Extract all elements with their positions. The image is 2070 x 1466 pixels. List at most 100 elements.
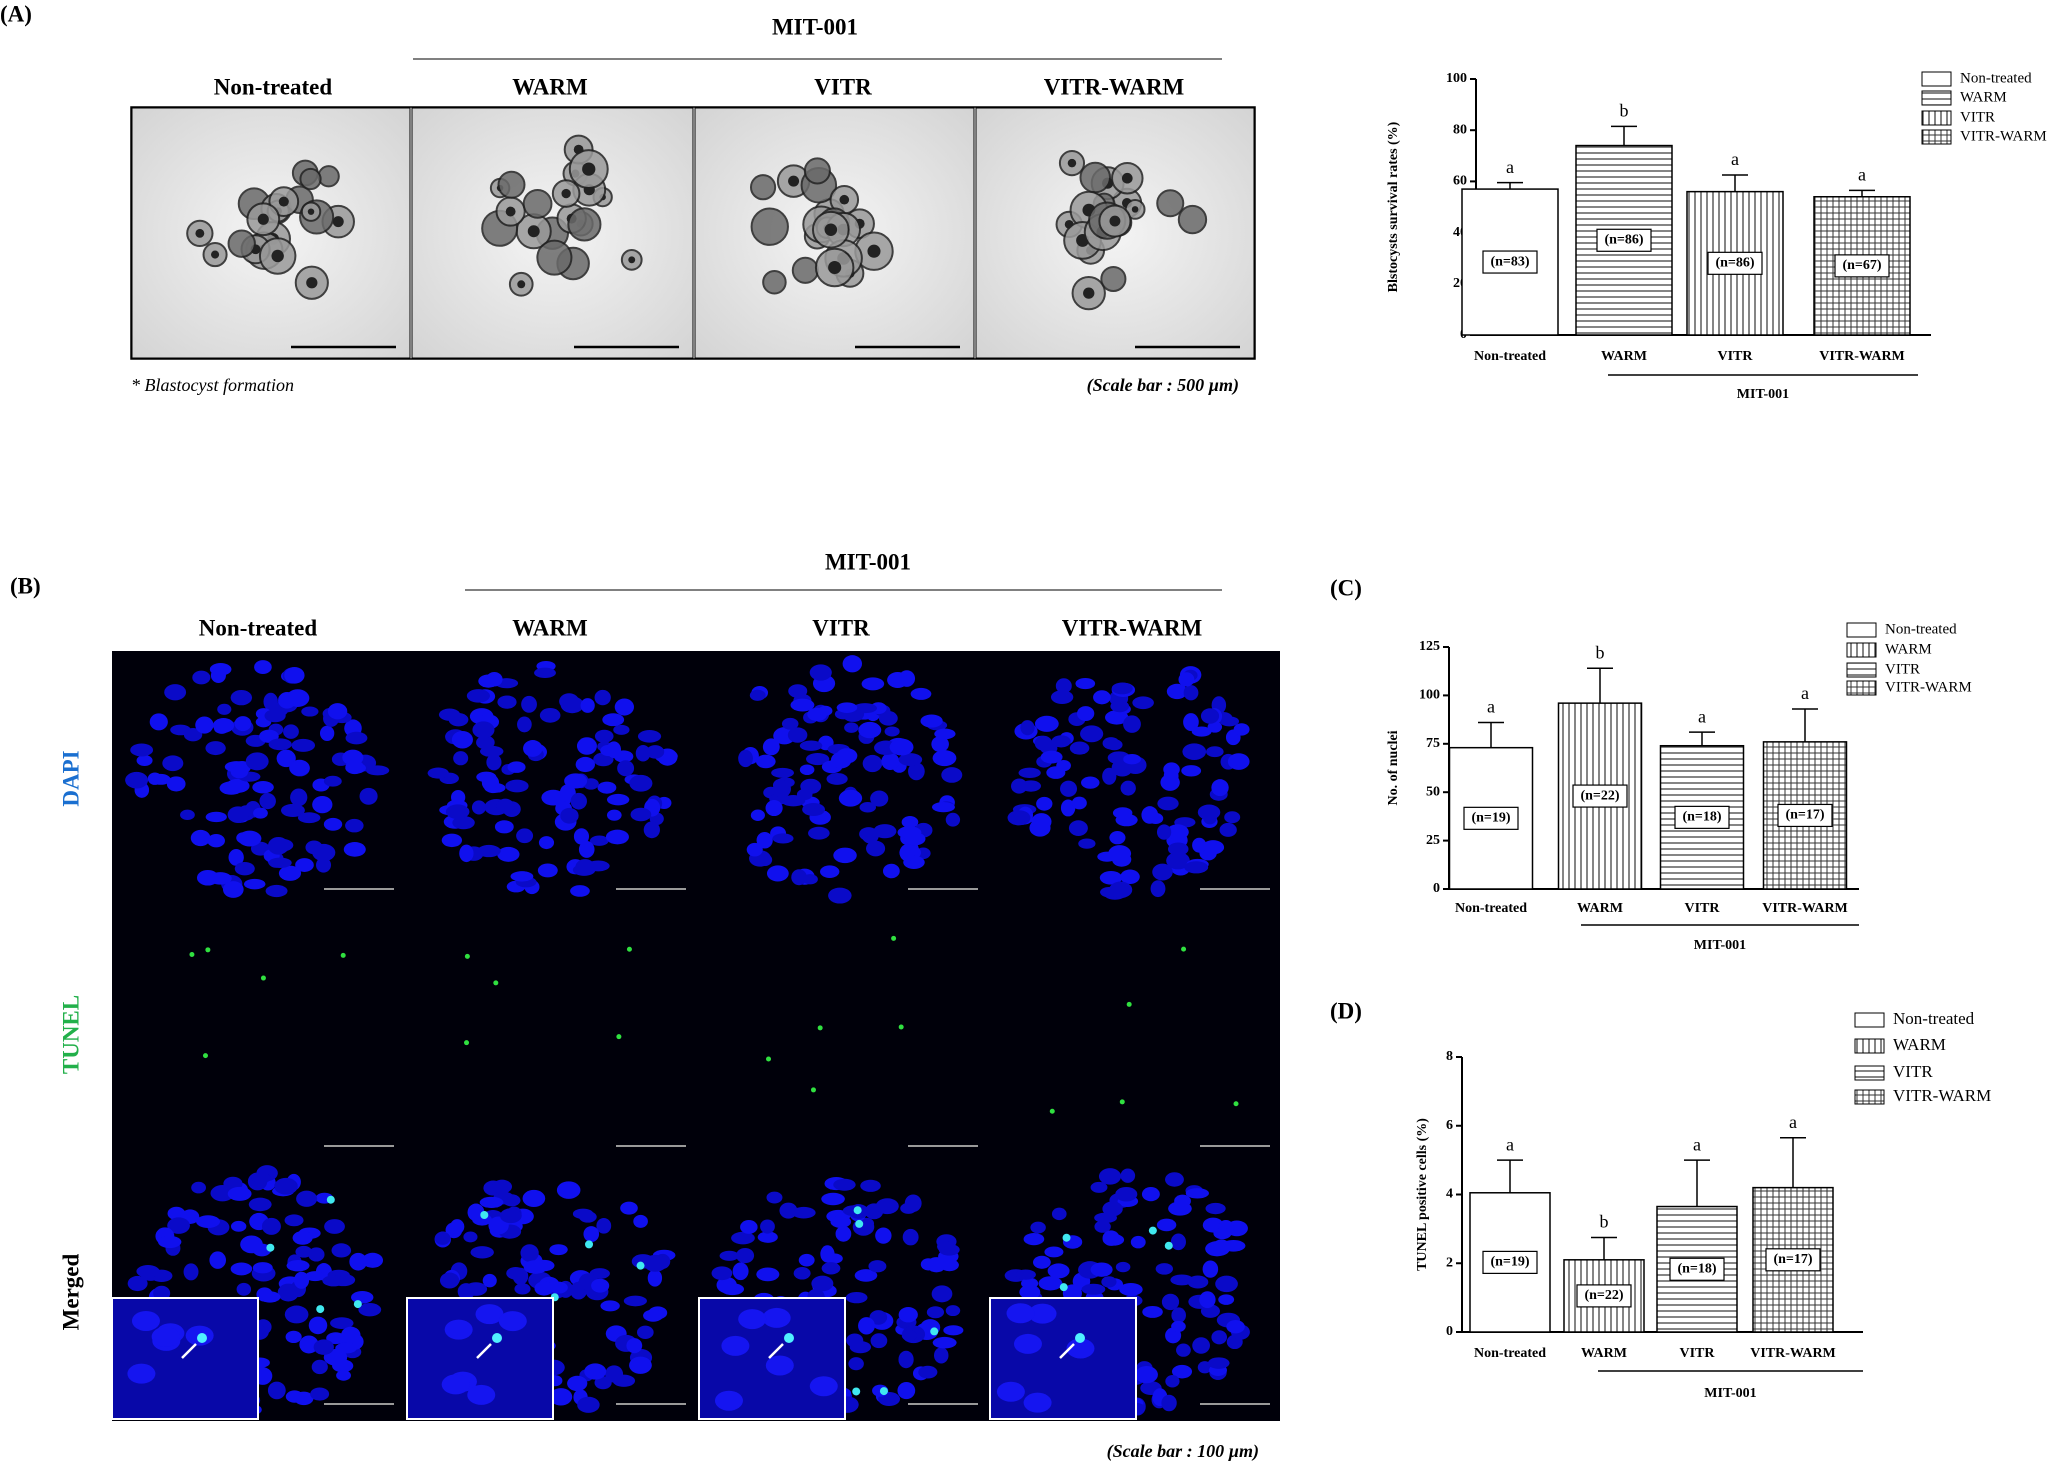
column-title: VITR-WARM: [1044, 74, 1185, 99]
nucleus: [283, 724, 299, 739]
nucleus: [766, 865, 789, 882]
legend-swatch: [1854, 1012, 1885, 1028]
nucleus: [1182, 743, 1207, 760]
nucleus: [842, 655, 863, 673]
nucleus: [809, 1376, 838, 1397]
x-tick-label: WARM: [1601, 349, 1647, 364]
nucleus: [643, 821, 660, 839]
nucleus: [596, 1218, 612, 1234]
nucleus: [629, 774, 653, 792]
legend-swatch: [1854, 1065, 1885, 1081]
nucleus: [788, 684, 808, 698]
nucleus: [1142, 1305, 1163, 1318]
nucleus: [445, 804, 470, 820]
tunel-dot: [353, 1300, 362, 1309]
nucleus: [477, 844, 501, 858]
nucleus: [1141, 806, 1159, 824]
nucleus: [296, 1190, 318, 1207]
nucleus: [326, 1332, 346, 1345]
nucleus: [1166, 851, 1190, 870]
nucleus: [1163, 767, 1179, 785]
nucleus: [738, 749, 753, 768]
nucleus: [520, 1244, 539, 1262]
n-label: (n=18): [1682, 810, 1721, 825]
nucleus: [605, 1365, 624, 1383]
nucleus: [335, 1342, 357, 1354]
nucleus: [1109, 831, 1126, 845]
nucleus: [471, 800, 486, 815]
nucleus: [889, 738, 914, 756]
significance-letter: a: [1801, 683, 1809, 703]
nucleus: [1123, 754, 1141, 765]
nucleus: [319, 725, 335, 741]
nucleus: [484, 781, 502, 794]
nucleus: [345, 760, 364, 775]
nucleus: [584, 1363, 607, 1380]
nucleus: [210, 667, 226, 683]
nucleus: [757, 1231, 778, 1243]
y-tick-label: 50: [1426, 784, 1440, 799]
nucleus: [762, 738, 780, 756]
nucleus: [196, 1215, 221, 1228]
nucleus: [623, 1295, 647, 1307]
nucleus: [1211, 779, 1229, 797]
tunel-dot: [853, 1206, 862, 1215]
nucleus: [1030, 1221, 1046, 1234]
nucleus: [308, 1247, 325, 1262]
nucleus: [870, 1333, 888, 1349]
nucleus: [284, 1305, 309, 1324]
nucleus: [898, 1350, 914, 1369]
nucleus: [1206, 746, 1224, 758]
nucleus: [1197, 804, 1221, 821]
nucleus: [756, 831, 773, 849]
nucleus: [158, 1235, 182, 1249]
nucleus: [796, 788, 813, 800]
nucleus: [931, 1285, 953, 1303]
nucleus: [1123, 715, 1141, 733]
embryo-core: [628, 256, 636, 264]
scale-note: (Scale bar : 500 µm): [1087, 375, 1239, 396]
nucleus: [755, 754, 776, 769]
nucleus: [1050, 690, 1074, 705]
tunel-dot: [1059, 1283, 1068, 1292]
nucleus: [1071, 796, 1087, 810]
significance-letter: b: [1600, 1212, 1609, 1232]
nucleus: [1183, 685, 1199, 701]
legend-label: Non-treated: [1893, 1009, 1975, 1028]
nucleus: [330, 1317, 354, 1329]
embryo: [497, 170, 526, 199]
nucleus: [1081, 1283, 1106, 1295]
arrow: [768, 1343, 784, 1359]
scale-note: (Scale bar : 100 µm): [1107, 1441, 1259, 1462]
y-tick-label: 6: [1446, 1118, 1453, 1133]
tunel-dot: [260, 975, 266, 981]
nucleus: [208, 872, 232, 885]
row-title: DAPI: [58, 750, 83, 806]
nucleus: [884, 726, 900, 737]
tunel-dot: [202, 1053, 208, 1059]
nucleus: [1098, 1168, 1122, 1185]
nucleus: [848, 1357, 864, 1371]
tunel-dot: [493, 980, 499, 986]
nucleus: [836, 702, 858, 713]
nucleus: [845, 1291, 868, 1304]
nucleus: [637, 730, 662, 743]
nucleus: [327, 703, 348, 720]
n-label: (n=17): [1773, 1252, 1812, 1267]
nucleus: [1183, 713, 1199, 732]
tunel-dot: [1075, 1333, 1085, 1343]
nucleus: [749, 689, 766, 701]
nucleus: [286, 1259, 310, 1272]
nucleus: [264, 709, 286, 723]
n-label: (n=86): [1715, 256, 1754, 271]
nucleus: [606, 741, 622, 759]
nucleus: [1199, 1291, 1216, 1309]
nucleus: [1090, 1262, 1113, 1277]
embryo-core: [788, 175, 800, 187]
legend-label: VITR: [1960, 109, 1995, 125]
nucleus: [773, 780, 791, 798]
panel-label: (B): [10, 573, 41, 598]
nucleus: [459, 844, 474, 863]
nucleus: [497, 846, 520, 862]
nucleus: [809, 664, 832, 681]
